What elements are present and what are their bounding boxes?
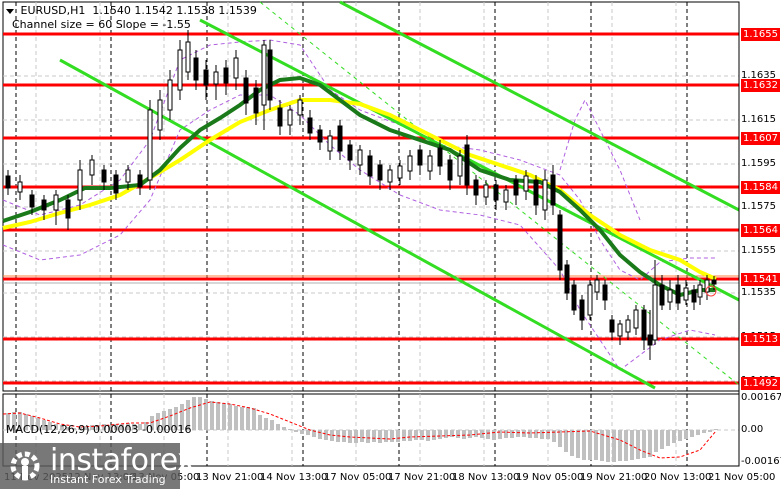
channel-info: Channel size = 60 Slope = -1.55 bbox=[12, 18, 191, 31]
time-tick: 17 Nov 05:00 bbox=[324, 472, 392, 483]
ohlc-values: 1.1540 1.1542 1.1538 1.1539 bbox=[92, 4, 257, 17]
price-tick: 1.1595 bbox=[741, 158, 776, 169]
price-tick: 1.1635 bbox=[741, 70, 776, 81]
macd-tick: 0.00 bbox=[741, 424, 764, 435]
ma-fast bbox=[2, 75, 716, 298]
ma-slow bbox=[2, 98, 717, 281]
collapse-triangle-icon[interactable] bbox=[6, 8, 14, 14]
brand-name: instaforex bbox=[50, 443, 195, 478]
time-tick: 20 Nov 13:00 bbox=[644, 472, 712, 483]
level-tag-1564: 1.1564 bbox=[741, 224, 780, 237]
level-tag-1513: 1.1513 bbox=[741, 333, 780, 346]
channel-midline bbox=[259, 1, 740, 386]
level-tag-1492: 1.1492 bbox=[741, 377, 780, 390]
time-tick: 14 Nov 13:00 bbox=[260, 472, 328, 483]
time-tick: 13 Nov 21:00 bbox=[196, 472, 264, 483]
level-tag-1584: 1.1584 bbox=[741, 181, 780, 194]
gear-logo-icon bbox=[10, 451, 40, 481]
time-tick: 21 Nov 05:00 bbox=[708, 472, 776, 483]
envelope-bands bbox=[2, 39, 716, 371]
chart-header-symbol: EURUSD,H1 1.1540 1.1542 1.1538 1.1539 bbox=[6, 4, 257, 17]
support-resistance-levels bbox=[3, 32, 739, 385]
price-tick: 1.1555 bbox=[741, 245, 776, 256]
level-tag-1607: 1.1607 bbox=[741, 132, 780, 145]
time-tick: 17 Nov 21:00 bbox=[388, 472, 456, 483]
price-tick: 1.1575 bbox=[741, 201, 776, 212]
macd-label: MACD(12,26,9) 0.00003 -0.00016 bbox=[6, 423, 192, 436]
macd-tick: -0.00167 bbox=[741, 456, 781, 467]
level-tag-1655: 1.1655 bbox=[741, 28, 780, 41]
macd-histogram bbox=[6, 397, 718, 462]
brand-tagline: Instant Forex Trading bbox=[50, 473, 166, 486]
macd-tick: 0.00167 bbox=[741, 392, 781, 403]
price-marker bbox=[705, 285, 717, 297]
instaforex-watermark: instaforex Instant Forex Trading bbox=[0, 443, 195, 489]
time-tick: 19 Nov 05:00 bbox=[516, 472, 584, 483]
level-tag-1541: 1.1541 bbox=[741, 273, 780, 286]
price-tick: 1.1615 bbox=[741, 114, 776, 125]
time-tick: 18 Nov 13:00 bbox=[452, 472, 520, 483]
price-tick: 1.1535 bbox=[741, 287, 776, 298]
time-tick: 19 Nov 21:00 bbox=[580, 472, 648, 483]
macd-signal bbox=[2, 401, 717, 459]
symbol-label: EURUSD,H1 bbox=[20, 4, 86, 17]
level-tag-1632: 1.1632 bbox=[741, 79, 780, 92]
